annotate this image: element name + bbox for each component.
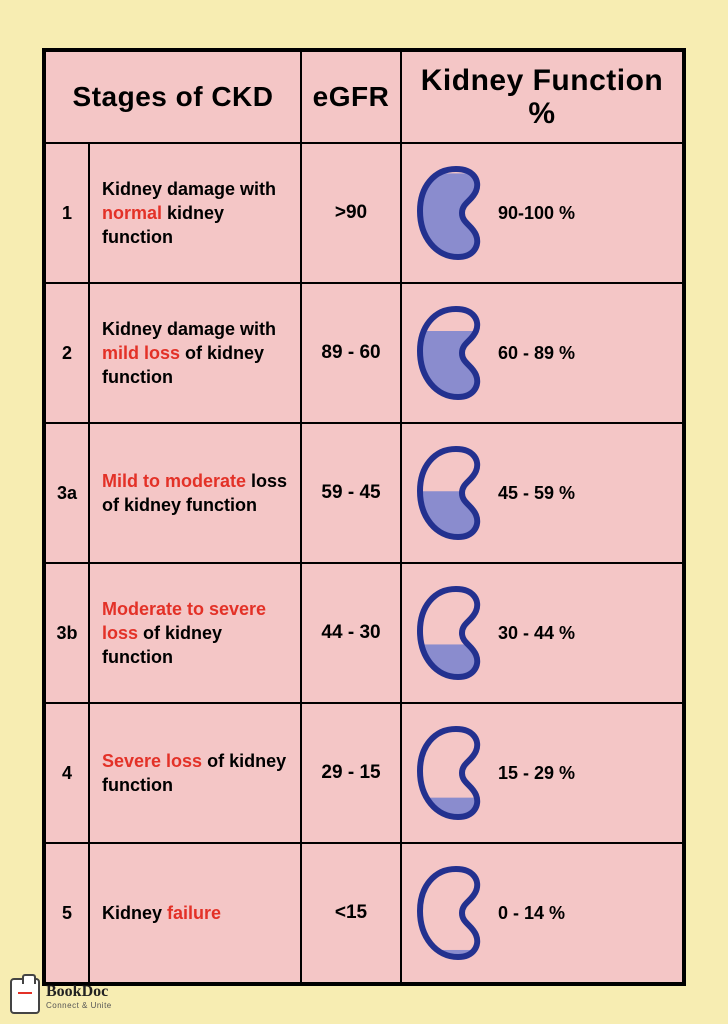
desc-pre: Kidney damage with bbox=[102, 319, 276, 339]
egfr-value: 44 - 30 bbox=[301, 563, 401, 703]
function-cell: 45 - 59 % bbox=[401, 423, 683, 563]
function-percent: 60 - 89 % bbox=[498, 343, 575, 364]
desc-highlight: mild loss bbox=[102, 343, 180, 363]
stage-description: Mild to moderate loss of kidney function bbox=[89, 423, 301, 563]
clipboard-icon bbox=[10, 978, 40, 1014]
stage-description: Kidney damage with mild loss of kidney f… bbox=[89, 283, 301, 423]
desc-pre: Kidney damage with bbox=[102, 179, 276, 199]
stage-description: Kidney failure bbox=[89, 843, 301, 983]
kidney-icon bbox=[408, 723, 488, 823]
stage-description: Severe loss of kidney function bbox=[89, 703, 301, 843]
stage-description: Kidney damage with normal kidney functio… bbox=[89, 143, 301, 283]
stage-number: 5 bbox=[45, 843, 89, 983]
kidney-icon bbox=[408, 863, 488, 963]
egfr-value: 29 - 15 bbox=[301, 703, 401, 843]
function-percent: 30 - 44 % bbox=[498, 623, 575, 644]
stage-number: 2 bbox=[45, 283, 89, 423]
logo-name: BookDoc bbox=[46, 983, 112, 1001]
function-percent: 45 - 59 % bbox=[498, 483, 575, 504]
stage-number: 4 bbox=[45, 703, 89, 843]
function-percent: 0 - 14 % bbox=[498, 903, 565, 924]
egfr-value: >90 bbox=[301, 143, 401, 283]
function-cell: 90-100 % bbox=[401, 143, 683, 283]
logo-text: BookDoc Connect & Unite bbox=[46, 983, 112, 1010]
stage-description: Moderate to severe loss of kidney functi… bbox=[89, 563, 301, 703]
table-row: 1Kidney damage with normal kidney functi… bbox=[45, 143, 683, 283]
function-cell: 30 - 44 % bbox=[401, 563, 683, 703]
ckd-table: Stages of CKD eGFR Kidney Function % 1Ki… bbox=[44, 50, 684, 984]
desc-highlight: Severe loss bbox=[102, 751, 202, 771]
header-function: Kidney Function % bbox=[401, 51, 683, 143]
header-stages: Stages of CKD bbox=[45, 51, 301, 143]
table-row: 3bModerate to severe loss of kidney func… bbox=[45, 563, 683, 703]
function-cell: 0 - 14 % bbox=[401, 843, 683, 983]
stage-number: 3b bbox=[45, 563, 89, 703]
bookdoc-logo: BookDoc Connect & Unite bbox=[10, 978, 112, 1014]
table-row: 5Kidney failure<150 - 14 % bbox=[45, 843, 683, 983]
desc-pre: Kidney bbox=[102, 903, 167, 923]
function-cell: 60 - 89 % bbox=[401, 283, 683, 423]
desc-highlight: normal bbox=[102, 203, 162, 223]
header-egfr: eGFR bbox=[301, 51, 401, 143]
table-row: 2Kidney damage with mild loss of kidney … bbox=[45, 283, 683, 423]
function-cell: 15 - 29 % bbox=[401, 703, 683, 843]
logo-tagline: Connect & Unite bbox=[46, 1001, 112, 1010]
desc-highlight: Mild to moderate bbox=[102, 471, 246, 491]
kidney-icon bbox=[408, 163, 488, 263]
egfr-value: <15 bbox=[301, 843, 401, 983]
stage-number: 3a bbox=[45, 423, 89, 563]
egfr-value: 59 - 45 bbox=[301, 423, 401, 563]
function-percent: 90-100 % bbox=[498, 203, 575, 224]
kidney-icon bbox=[408, 443, 488, 543]
ckd-stages-card: Stages of CKD eGFR Kidney Function % 1Ki… bbox=[42, 48, 686, 986]
table-row: 3aMild to moderate loss of kidney functi… bbox=[45, 423, 683, 563]
kidney-icon bbox=[408, 583, 488, 683]
kidney-icon bbox=[408, 303, 488, 403]
stage-number: 1 bbox=[45, 143, 89, 283]
egfr-value: 89 - 60 bbox=[301, 283, 401, 423]
table-row: 4Severe loss of kidney function29 - 15 15… bbox=[45, 703, 683, 843]
function-percent: 15 - 29 % bbox=[498, 763, 575, 784]
desc-highlight: failure bbox=[167, 903, 221, 923]
